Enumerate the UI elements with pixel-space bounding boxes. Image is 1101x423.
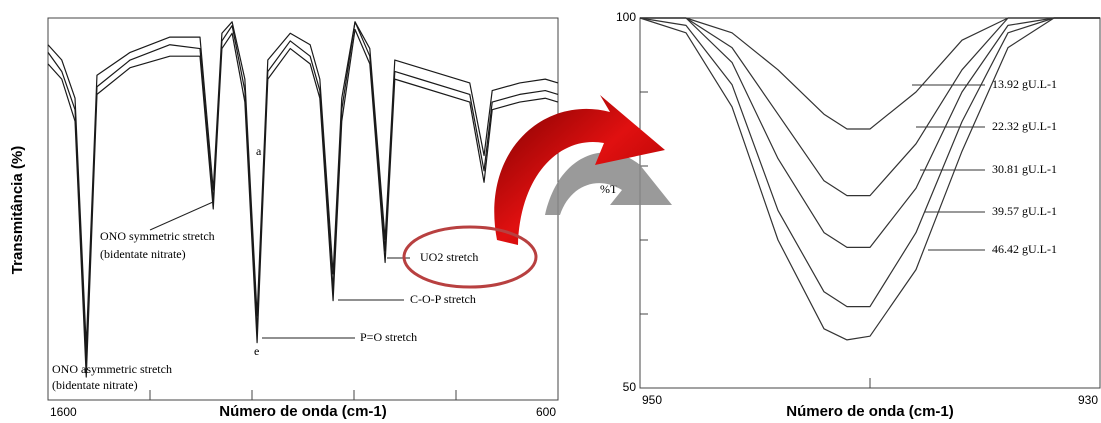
spectrum-line [640, 18, 1100, 340]
annotation: (bidentate nitrate) [100, 247, 186, 261]
series-label: 46.42 gU.L-1 [992, 242, 1057, 256]
spectrum-line [48, 22, 558, 347]
y-tick-label: 50 [623, 380, 637, 394]
x-axis-title: Número de onda (cm-1) [786, 403, 954, 420]
annotation: C-O-P stretch [410, 292, 476, 306]
x-tick-label: 930 [1078, 393, 1098, 407]
annotation: e [254, 344, 259, 358]
series-label: 39.57 gU.L-1 [992, 204, 1057, 218]
series-label: 30.81 gU.L-1 [992, 162, 1057, 176]
y-tick-label: 100 [616, 10, 636, 24]
x-tick-label: 950 [642, 393, 662, 407]
annotation: ONO asymmetric stretch [52, 362, 172, 376]
y-axis-title: Transmitância (%) [9, 146, 26, 274]
x-tick-label: 600 [536, 405, 556, 419]
spectrum-line [48, 29, 558, 377]
annotation: a [256, 144, 262, 158]
x-axis-title: Número de onda (cm-1) [219, 403, 387, 420]
figure: 1600 600 Número de onda (cm-1) Transmitânci… [0, 0, 1101, 423]
series-label: 13.92 gU.L-1 [992, 77, 1057, 91]
annotation: UO2 stretch [420, 250, 478, 264]
x-tick-label: 1600 [50, 405, 77, 419]
annotation-leader [150, 202, 213, 230]
series-label: 22.32 gU.L-1 [992, 119, 1057, 133]
annotation: ONO symmetric stretch [100, 229, 215, 243]
plot-frame [48, 18, 558, 400]
annotation: P=O stretch [360, 330, 417, 344]
annotation: (bidentate nitrate) [52, 378, 138, 392]
spectrum-line [640, 18, 1100, 129]
